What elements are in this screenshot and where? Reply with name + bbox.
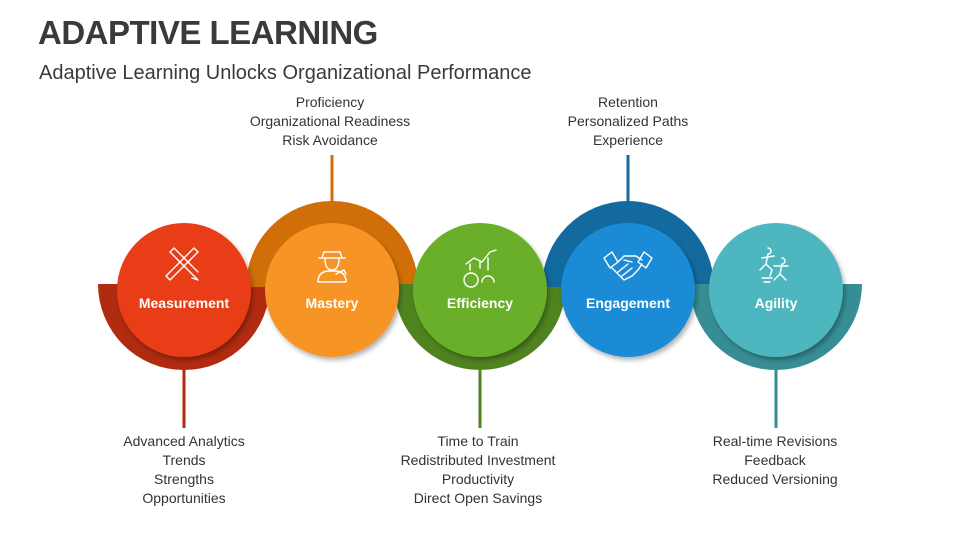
list-item: Retention	[598, 94, 658, 110]
stage-mastery-circle	[265, 223, 399, 357]
list-item: Time to Train	[437, 433, 519, 449]
list-item: Real-time Revisions	[712, 433, 838, 449]
list-item: Redistributed Investment	[400, 452, 556, 468]
list-item: Reduced Versioning	[712, 471, 838, 487]
measurement-items: Advanced Analytics Trends Strengths Oppo…	[74, 432, 294, 508]
stage-mastery-label: Mastery	[305, 295, 359, 311]
running-people-icon	[759, 247, 789, 283]
handshake-icon	[603, 251, 653, 281]
worker-icon	[317, 251, 347, 283]
agility-items: Real-time Revisions Feedback Reduced Ver…	[665, 432, 885, 489]
list-item: Risk Avoidance	[282, 132, 378, 148]
efficiency-items: Time to Train Redistributed Investment P…	[368, 432, 588, 508]
page-subtitle: Adaptive Learning Unlocks Organizational…	[39, 62, 532, 84]
list-item: Opportunities	[142, 490, 226, 506]
list-item: Direct Open Savings	[413, 490, 543, 506]
pencil-ruler-icon	[165, 247, 199, 281]
stage-efficiency-circle	[413, 223, 547, 357]
list-item: Productivity	[441, 471, 515, 487]
list-item: Experience	[592, 132, 664, 148]
list-item: Strengths	[154, 471, 214, 487]
stage-efficiency-label: Efficiency	[446, 295, 514, 311]
gears-chart-icon	[463, 249, 497, 288]
stage-agility-circle	[709, 223, 843, 357]
engagement-items: Retention Personalized Paths Experience	[518, 93, 738, 150]
list-item: Personalized Paths	[567, 113, 689, 129]
list-item: Trends	[162, 452, 206, 468]
stage-engagement-label: Engagement	[585, 295, 670, 311]
page-title: ADAPTIVE LEARNING	[38, 14, 378, 51]
list-item: Proficiency	[295, 94, 365, 110]
stage-measurement-circle	[117, 223, 251, 357]
list-item: Feedback	[744, 452, 806, 468]
stage-engagement-circle	[561, 223, 695, 357]
list-item: Organizational Readiness	[249, 113, 411, 129]
list-item: Advanced Analytics	[123, 433, 245, 449]
stage-measurement-label: Measurement	[138, 295, 230, 311]
stage-agility-label: Agility	[754, 295, 798, 311]
mastery-items: Proficiency Organizational Readiness Ris…	[220, 93, 440, 150]
